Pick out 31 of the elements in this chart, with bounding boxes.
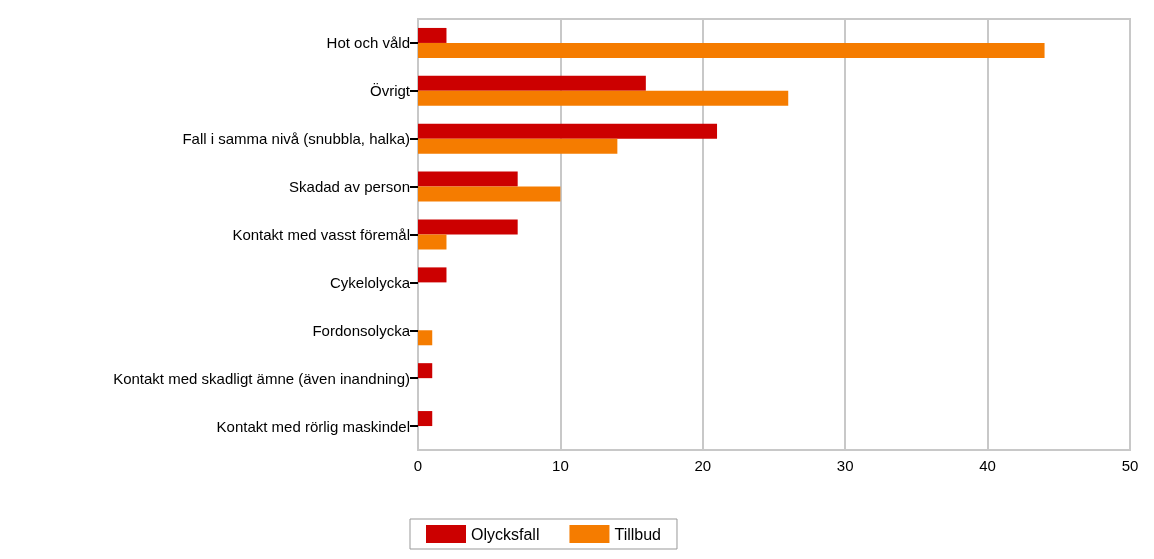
y-tick-label: Kontakt med skadligt ämne (även inandning) [113,369,410,387]
legend-label: Olycksfall [471,525,540,543]
bar [418,27,447,43]
bar [418,42,1045,58]
bar [418,138,618,154]
y-tick-label: Hot och våld [326,34,410,52]
bar [418,186,561,202]
x-tick-label: 0 [413,457,423,474]
legend-label: Tillbud [614,525,661,543]
bar [418,219,518,235]
y-tick-label: Fordonsolycka [312,321,411,339]
bar [418,75,646,91]
x-tick-label: 50 [1121,457,1139,474]
y-tick-label: Kontakt med rörlig maskindel [216,417,410,435]
bar [418,90,789,106]
x-tick-label: 40 [979,457,996,474]
y-tick-label: Cykelolycka [329,273,411,291]
y-tick-label: Fall i samma nivå (snubbla, halka) [182,130,410,148]
y-tick-label: Skadad av person [289,178,410,196]
y-tick-label: Övrigt [369,82,411,100]
bar [418,123,718,139]
bar [418,171,518,187]
y-tick-label: Kontakt med vasst föremål [232,226,410,243]
x-tick-label: 10 [552,457,569,474]
bar [418,267,447,283]
x-tick-label: 20 [694,457,712,474]
x-tick-label: 30 [836,457,854,474]
bar [418,330,433,346]
bar [418,234,447,250]
bar [418,363,433,379]
bar [418,411,433,427]
